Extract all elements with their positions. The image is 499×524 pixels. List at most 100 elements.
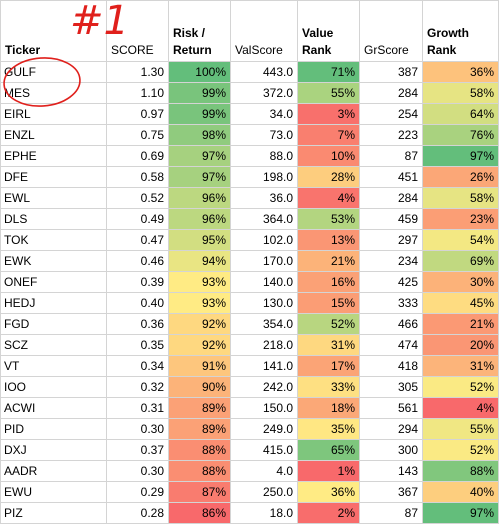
- grscore-cell[interactable]: 234: [359, 250, 423, 272]
- valscore-cell[interactable]: 18.0: [230, 502, 298, 524]
- value-rank-cell[interactable]: 52%: [297, 313, 360, 335]
- score-cell[interactable]: 0.39: [106, 271, 169, 293]
- valscore-cell[interactable]: 150.0: [230, 397, 298, 419]
- value-rank-cell[interactable]: 15%: [297, 292, 360, 314]
- grscore-cell[interactable]: 87: [359, 502, 423, 524]
- score-cell[interactable]: 0.46: [106, 250, 169, 272]
- header-value-rank[interactable]: Value Rank: [297, 0, 360, 62]
- grscore-cell[interactable]: 297: [359, 229, 423, 251]
- grscore-cell[interactable]: 418: [359, 355, 423, 377]
- risk-return-cell[interactable]: 89%: [168, 397, 231, 419]
- risk-return-cell[interactable]: 89%: [168, 418, 231, 440]
- risk-return-cell[interactable]: 92%: [168, 313, 231, 335]
- valscore-cell[interactable]: 372.0: [230, 82, 298, 104]
- growth-rank-cell[interactable]: 55%: [422, 418, 499, 440]
- score-cell[interactable]: 0.35: [106, 334, 169, 356]
- growth-rank-cell[interactable]: 40%: [422, 481, 499, 503]
- risk-return-cell[interactable]: 98%: [168, 124, 231, 146]
- risk-return-cell[interactable]: 90%: [168, 376, 231, 398]
- score-cell[interactable]: 0.29: [106, 481, 169, 503]
- valscore-cell[interactable]: 130.0: [230, 292, 298, 314]
- growth-rank-cell[interactable]: 52%: [422, 376, 499, 398]
- value-rank-cell[interactable]: 55%: [297, 82, 360, 104]
- score-cell[interactable]: 0.31: [106, 397, 169, 419]
- ticker-cell[interactable]: EPHE: [0, 145, 107, 167]
- grscore-cell[interactable]: 474: [359, 334, 423, 356]
- value-rank-cell[interactable]: 65%: [297, 439, 360, 461]
- score-cell[interactable]: 0.30: [106, 460, 169, 482]
- ticker-cell[interactable]: AADR: [0, 460, 107, 482]
- growth-rank-cell[interactable]: 76%: [422, 124, 499, 146]
- ticker-cell[interactable]: TOK: [0, 229, 107, 251]
- grscore-cell[interactable]: 284: [359, 82, 423, 104]
- value-rank-cell[interactable]: 35%: [297, 418, 360, 440]
- value-rank-cell[interactable]: 33%: [297, 376, 360, 398]
- value-rank-cell[interactable]: 16%: [297, 271, 360, 293]
- valscore-cell[interactable]: 140.0: [230, 271, 298, 293]
- valscore-cell[interactable]: 4.0: [230, 460, 298, 482]
- growth-rank-cell[interactable]: 23%: [422, 208, 499, 230]
- valscore-cell[interactable]: 102.0: [230, 229, 298, 251]
- score-cell[interactable]: 0.47: [106, 229, 169, 251]
- ticker-cell[interactable]: ACWI: [0, 397, 107, 419]
- score-cell[interactable]: 1.30: [106, 61, 169, 83]
- ticker-cell[interactable]: ENZL: [0, 124, 107, 146]
- ticker-cell[interactable]: DFE: [0, 166, 107, 188]
- score-cell[interactable]: 0.36: [106, 313, 169, 335]
- growth-rank-cell[interactable]: 4%: [422, 397, 499, 419]
- growth-rank-cell[interactable]: 21%: [422, 313, 499, 335]
- value-rank-cell[interactable]: 53%: [297, 208, 360, 230]
- value-rank-cell[interactable]: 1%: [297, 460, 360, 482]
- grscore-cell[interactable]: 223: [359, 124, 423, 146]
- score-cell[interactable]: 0.34: [106, 355, 169, 377]
- header-risk-return[interactable]: Risk / Return: [168, 0, 231, 62]
- growth-rank-cell[interactable]: 58%: [422, 187, 499, 209]
- growth-rank-cell[interactable]: 88%: [422, 460, 499, 482]
- grscore-cell[interactable]: 451: [359, 166, 423, 188]
- ticker-cell[interactable]: MES: [0, 82, 107, 104]
- risk-return-cell[interactable]: 99%: [168, 103, 231, 125]
- valscore-cell[interactable]: 364.0: [230, 208, 298, 230]
- risk-return-cell[interactable]: 99%: [168, 82, 231, 104]
- risk-return-cell[interactable]: 95%: [168, 229, 231, 251]
- valscore-cell[interactable]: 198.0: [230, 166, 298, 188]
- value-rank-cell[interactable]: 18%: [297, 397, 360, 419]
- grscore-cell[interactable]: 459: [359, 208, 423, 230]
- risk-return-cell[interactable]: 97%: [168, 145, 231, 167]
- score-cell[interactable]: 0.97: [106, 103, 169, 125]
- growth-rank-cell[interactable]: 58%: [422, 82, 499, 104]
- ticker-cell[interactable]: DXJ: [0, 439, 107, 461]
- valscore-cell[interactable]: 250.0: [230, 481, 298, 503]
- header-valscore[interactable]: ValScore: [230, 0, 298, 62]
- growth-rank-cell[interactable]: 31%: [422, 355, 499, 377]
- valscore-cell[interactable]: 170.0: [230, 250, 298, 272]
- valscore-cell[interactable]: 141.0: [230, 355, 298, 377]
- value-rank-cell[interactable]: 10%: [297, 145, 360, 167]
- grscore-cell[interactable]: 143: [359, 460, 423, 482]
- score-cell[interactable]: 0.58: [106, 166, 169, 188]
- grscore-cell[interactable]: 87: [359, 145, 423, 167]
- risk-return-cell[interactable]: 93%: [168, 271, 231, 293]
- ticker-cell[interactable]: IOO: [0, 376, 107, 398]
- growth-rank-cell[interactable]: 64%: [422, 103, 499, 125]
- value-rank-cell[interactable]: 36%: [297, 481, 360, 503]
- growth-rank-cell[interactable]: 30%: [422, 271, 499, 293]
- value-rank-cell[interactable]: 2%: [297, 502, 360, 524]
- ticker-cell[interactable]: DLS: [0, 208, 107, 230]
- valscore-cell[interactable]: 415.0: [230, 439, 298, 461]
- risk-return-cell[interactable]: 88%: [168, 460, 231, 482]
- score-cell[interactable]: 1.10: [106, 82, 169, 104]
- growth-rank-cell[interactable]: 36%: [422, 61, 499, 83]
- ticker-cell[interactable]: EWK: [0, 250, 107, 272]
- header-grscore[interactable]: GrScore: [359, 0, 423, 62]
- ticker-cell[interactable]: GULF: [0, 61, 107, 83]
- risk-return-cell[interactable]: 96%: [168, 187, 231, 209]
- value-rank-cell[interactable]: 13%: [297, 229, 360, 251]
- header-score[interactable]: SCORE: [106, 0, 169, 62]
- ticker-cell[interactable]: EWL: [0, 187, 107, 209]
- ticker-cell[interactable]: EIRL: [0, 103, 107, 125]
- grscore-cell[interactable]: 305: [359, 376, 423, 398]
- growth-rank-cell[interactable]: 52%: [422, 439, 499, 461]
- ticker-cell[interactable]: SCZ: [0, 334, 107, 356]
- value-rank-cell[interactable]: 7%: [297, 124, 360, 146]
